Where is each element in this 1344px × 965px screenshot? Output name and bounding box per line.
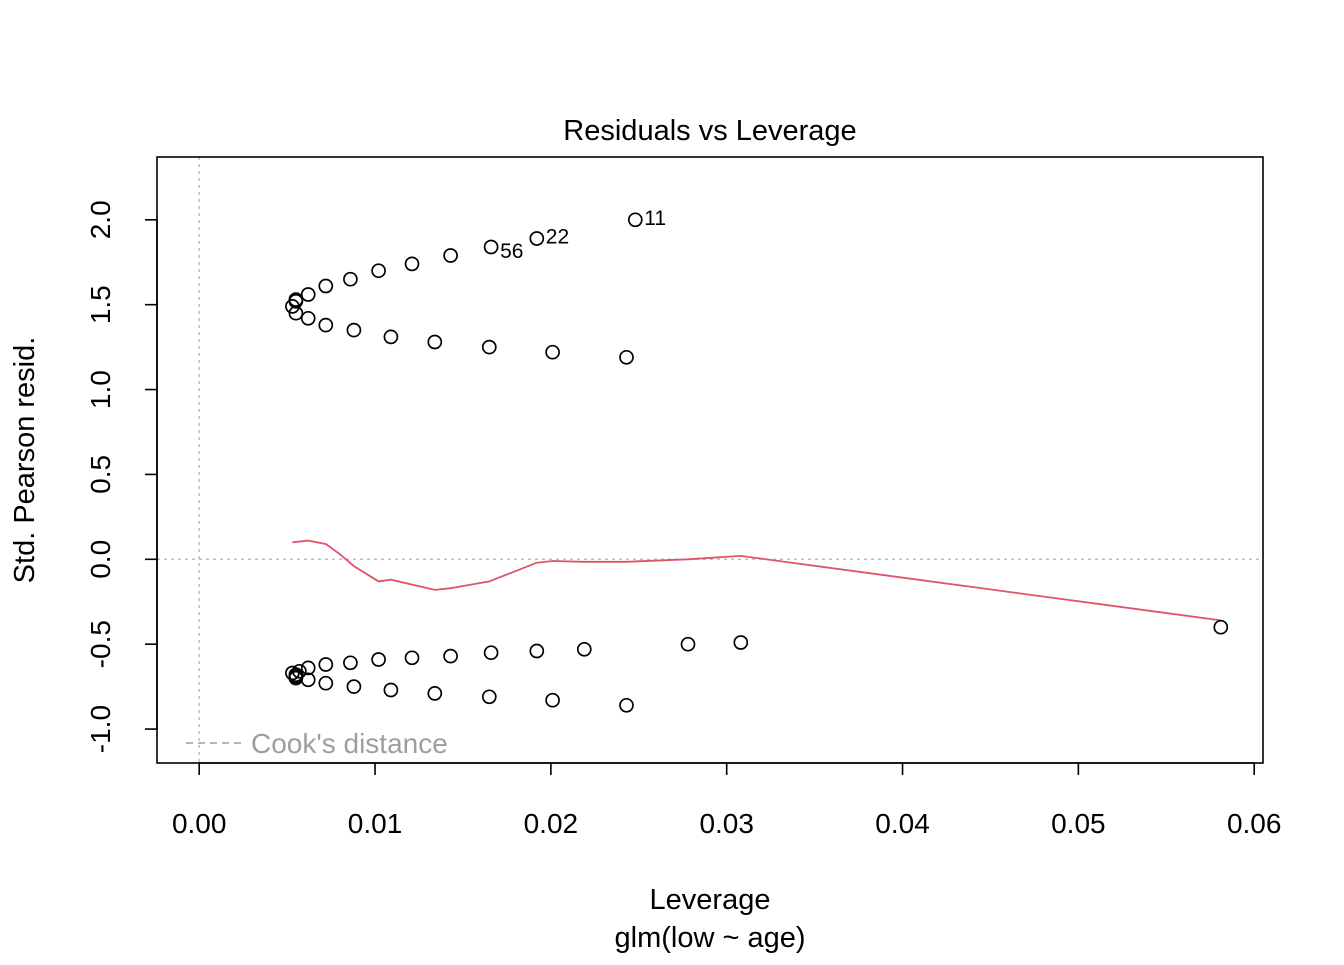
data-point <box>288 305 304 321</box>
x-axis-subtitle: glm(low ~ age) <box>615 922 806 954</box>
data-point <box>1213 619 1229 635</box>
data-point <box>318 675 334 691</box>
data-point <box>576 641 592 657</box>
data-point <box>680 636 696 652</box>
data-point <box>318 657 334 672</box>
data-point <box>404 650 420 666</box>
x-tick-label: 0.06 <box>1227 808 1282 839</box>
x-axis: 0.00 0.01 0.02 0.03 0.04 0.05 0.06 <box>172 762 1282 839</box>
point-label-22: 22 <box>546 226 569 249</box>
data-point <box>318 317 334 333</box>
y-tick-label: -0.5 <box>85 620 116 668</box>
point-label-56: 56 <box>500 240 523 263</box>
point-label-11: 11 <box>644 207 666 230</box>
y-axis-title: Std. Pearson resid. <box>9 337 41 584</box>
x-tick-label: 0.03 <box>699 808 754 839</box>
y-tick-label: 1.0 <box>85 370 116 409</box>
data-point <box>619 697 634 713</box>
data-point <box>545 344 560 360</box>
x-tick-label: 0.04 <box>875 808 930 839</box>
data-point <box>427 686 443 701</box>
data-point <box>343 655 358 671</box>
x-tick-label: 0.02 <box>524 808 579 839</box>
x-tick-label: 0.05 <box>1051 808 1106 839</box>
data-point <box>529 643 545 659</box>
legend: Cook's distance <box>186 728 448 759</box>
data-point <box>371 263 386 279</box>
y-axis: -1.0 -0.5 0.0 0.5 1.0 1.5 2.0 <box>85 200 158 753</box>
data-point <box>318 278 334 294</box>
data-point <box>346 679 362 694</box>
data-point <box>619 349 634 365</box>
points-layer <box>285 212 1229 713</box>
data-point <box>443 248 458 263</box>
y-tick-label: -1.0 <box>85 705 116 753</box>
data-point <box>300 672 316 688</box>
data-point <box>371 652 386 667</box>
data-point <box>427 334 443 350</box>
data-point <box>733 635 749 650</box>
data-point <box>383 329 399 345</box>
chart-title: Residuals vs Leverage <box>563 115 856 147</box>
y-tick-label: 2.0 <box>85 200 116 239</box>
data-point <box>346 322 362 338</box>
data-point <box>545 692 560 708</box>
point-labels-layer: 11 22 56 <box>500 207 666 263</box>
data-point <box>481 689 497 705</box>
data-point <box>529 231 545 246</box>
x-axis-title: Leverage <box>650 884 771 916</box>
reference-lines <box>157 157 1263 763</box>
data-point <box>483 239 499 255</box>
x-tick-label: 0.00 <box>172 808 227 839</box>
data-point <box>300 287 316 302</box>
data-point <box>300 310 316 326</box>
smooth-layer <box>292 539 1221 622</box>
data-point <box>404 256 420 272</box>
data-point <box>300 660 316 676</box>
data-point <box>481 339 497 355</box>
y-tick-label: 0.5 <box>85 455 116 494</box>
y-tick-label: 1.5 <box>85 285 116 324</box>
data-point <box>483 645 499 661</box>
data-point <box>383 682 399 698</box>
smooth-line <box>292 539 1221 622</box>
y-tick-label: 0.0 <box>85 540 116 579</box>
data-point <box>443 648 458 664</box>
data-point <box>627 212 643 228</box>
x-tick-label: 0.01 <box>348 808 403 839</box>
legend-cooks-distance-label: Cook's distance <box>251 728 448 759</box>
data-point <box>343 271 358 287</box>
